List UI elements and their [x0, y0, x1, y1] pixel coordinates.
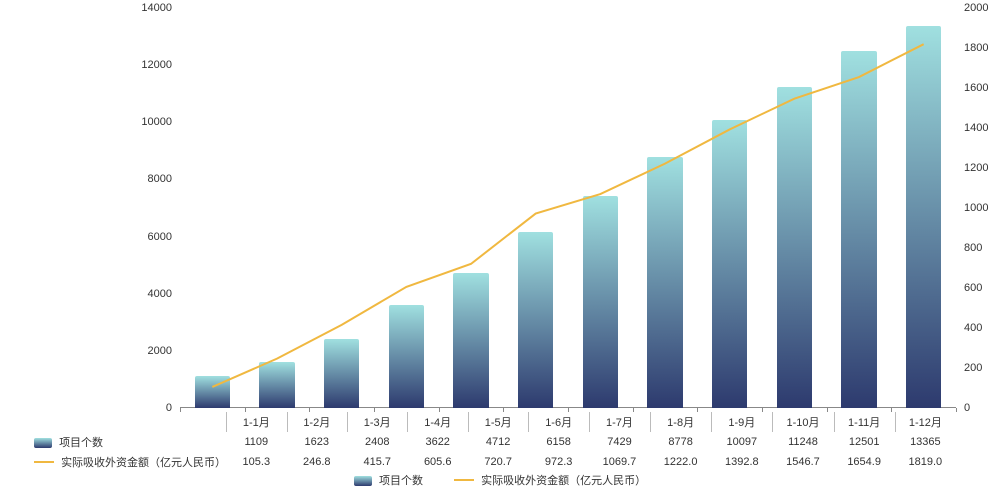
category-cell: 1-6月 — [528, 412, 588, 432]
category-cell: 1-7月 — [589, 412, 650, 432]
line-value-cell: 105.3 — [226, 452, 286, 472]
y-right-tick: 400 — [964, 322, 982, 334]
line-value-cell: 246.8 — [287, 452, 347, 472]
category-header-row: 1-1月1-2月1-3月1-4月1-5月1-6月1-7月1-8月1-9月1-10… — [12, 412, 956, 432]
y-right-tick: 2000 — [964, 2, 988, 14]
line-swatch-icon — [34, 461, 54, 463]
category-cell: 1-9月 — [711, 412, 772, 432]
line-value-cell: 605.6 — [407, 452, 467, 472]
bar-series-row: 项目个数 11091623240836224712615874298778100… — [12, 432, 956, 452]
y-left-tick: 8000 — [148, 173, 172, 185]
y-left-tick: 4000 — [148, 288, 172, 300]
line-swatch-icon — [454, 479, 474, 481]
line-value-cell: 1654.9 — [834, 452, 895, 472]
legend-item-bar: 项目个数 — [354, 472, 423, 488]
y-right-tick: 600 — [964, 282, 982, 294]
category-cell: 1-8月 — [650, 412, 711, 432]
y-left-tick: 14000 — [141, 2, 172, 14]
line-value-cell: 1392.8 — [711, 452, 772, 472]
legend: 项目个数 实际吸收外资金额（亿元人民币） — [0, 472, 1000, 488]
bar-value-cell: 2408 — [347, 432, 407, 452]
bar-value-cell: 3622 — [407, 432, 467, 452]
bar-value-cell: 1109 — [226, 432, 286, 452]
y-left-tick: 2000 — [148, 345, 172, 357]
line-value-cell: 1222.0 — [650, 452, 711, 472]
line-series-row: 实际吸收外资金额（亿元人民币） 105.3246.8415.7605.6720.… — [12, 452, 956, 472]
y-left-axis-ticks: 02000400060008000100001200014000 — [0, 8, 176, 408]
y-right-tick: 1000 — [964, 202, 988, 214]
y-right-tick: 1200 — [964, 162, 988, 174]
category-cell: 1-1月 — [226, 412, 286, 432]
line-value-cell: 720.7 — [468, 452, 528, 472]
bar-value-cell: 7429 — [589, 432, 650, 452]
category-cell: 1-3月 — [347, 412, 407, 432]
y-right-tick: 1800 — [964, 42, 988, 54]
line-series-label-cell: 实际吸收外资金额（亿元人民币） — [12, 452, 226, 472]
bar-series-label: 项目个数 — [59, 437, 103, 449]
bar-value-cell: 10097 — [711, 432, 772, 452]
category-cell: 1-2月 — [287, 412, 347, 432]
bar-value-cell: 1623 — [287, 432, 347, 452]
y-left-tick: 10000 — [141, 116, 172, 128]
legend-line-label: 实际吸收外资金额（亿元人民币） — [481, 475, 646, 487]
y-right-axis-ticks: 0200400600800100012001400160018002000 — [960, 8, 1000, 408]
bar-value-cell: 12501 — [834, 432, 895, 452]
x-tick-mark — [956, 408, 957, 412]
bar-value-cell: 8778 — [650, 432, 711, 452]
bar-swatch-icon — [354, 476, 372, 486]
line-value-cell: 1819.0 — [895, 452, 956, 472]
legend-item-line: 实际吸收外资金额（亿元人民币） — [454, 472, 646, 488]
line-value-cell: 1546.7 — [772, 452, 833, 472]
bar-swatch-icon — [34, 438, 52, 448]
y-right-tick: 800 — [964, 242, 982, 254]
y-left-tick: 6000 — [148, 231, 172, 243]
y-right-tick: 1600 — [964, 82, 988, 94]
category-cell: 1-11月 — [834, 412, 895, 432]
bar-series-label-cell: 项目个数 — [12, 432, 226, 452]
plot-area — [180, 8, 956, 408]
bar-value-cell: 4712 — [468, 432, 528, 452]
category-cell: 1-5月 — [468, 412, 528, 432]
y-right-tick: 0 — [964, 402, 970, 414]
line-series-label: 实际吸收外资金额（亿元人民币） — [61, 457, 226, 469]
line-value-cell: 1069.7 — [589, 452, 650, 472]
legend-bar-label: 项目个数 — [379, 475, 423, 487]
bar-value-cell: 13365 — [895, 432, 956, 452]
category-cell: 1-4月 — [407, 412, 467, 432]
line-value-cell: 972.3 — [528, 452, 588, 472]
category-cell: 1-12月 — [895, 412, 956, 432]
line-value-cell: 415.7 — [347, 452, 407, 472]
y-right-tick: 200 — [964, 362, 982, 374]
combo-chart: 02000400060008000100001200014000 0200400… — [0, 0, 1000, 500]
y-left-tick: 12000 — [141, 59, 172, 71]
data-table: 1-1月1-2月1-3月1-4月1-5月1-6月1-7月1-8月1-9月1-10… — [12, 412, 956, 472]
line-series-svg — [180, 8, 956, 408]
y-right-tick: 1400 — [964, 122, 988, 134]
category-cell: 1-10月 — [772, 412, 833, 432]
bar-value-cell: 6158 — [528, 432, 588, 452]
bar-value-cell: 11248 — [772, 432, 833, 452]
line-series-path — [212, 44, 923, 387]
